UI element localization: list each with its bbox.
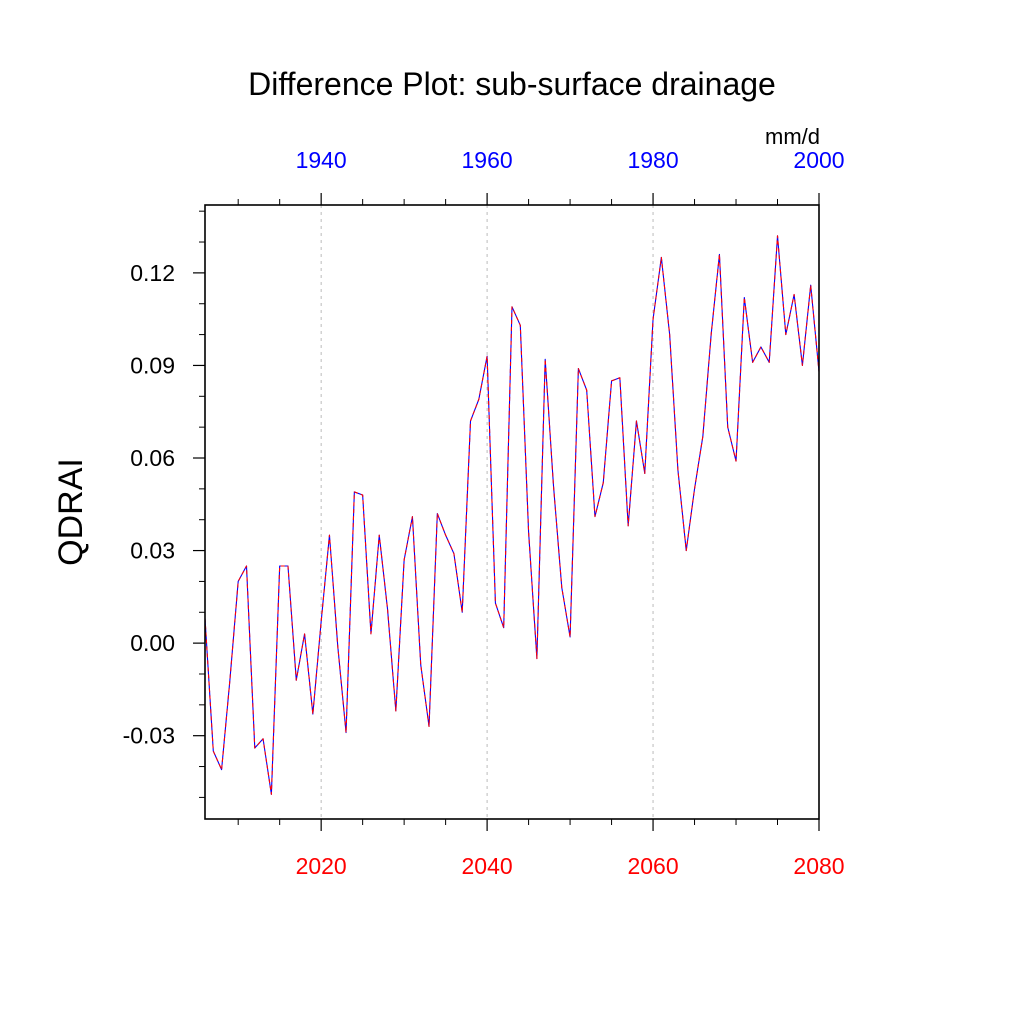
x-top-tick-label: 1980 bbox=[627, 147, 678, 173]
plot-frame bbox=[204, 204, 820, 820]
x-bottom-tick-label: 2020 bbox=[296, 853, 347, 879]
minor-ticks bbox=[199, 199, 779, 825]
y-tick-label: 0.12 bbox=[130, 260, 175, 286]
y-tick-label: 0.00 bbox=[130, 630, 175, 656]
grid-lines bbox=[320, 205, 654, 819]
y-axis-label: QDRAI bbox=[52, 458, 90, 566]
y-tick-label: -0.03 bbox=[123, 723, 175, 749]
series-line-red bbox=[204, 235, 820, 795]
x-bottom-tick-label: 2060 bbox=[627, 853, 678, 879]
major-ticks bbox=[193, 193, 820, 831]
x-bottom-tick-label: 2080 bbox=[793, 853, 844, 879]
x-top-tick-label: 1940 bbox=[296, 147, 347, 173]
chart-title: Difference Plot: sub-surface drainage bbox=[248, 66, 776, 102]
series-group bbox=[204, 235, 820, 795]
tick-labels: -0.03 0.00 0.03 0.06 0.09 0.12 2020 2040 2060 208… bbox=[123, 147, 845, 879]
series-line-blue bbox=[204, 235, 820, 795]
y-tick-label: 0.03 bbox=[130, 538, 175, 564]
units-label: mm/d bbox=[765, 124, 820, 149]
y-tick-label: 0.06 bbox=[130, 445, 175, 471]
x-top-tick-label: 2000 bbox=[793, 147, 844, 173]
y-tick-label: 0.09 bbox=[130, 352, 175, 378]
x-bottom-tick-label: 2040 bbox=[462, 853, 513, 879]
x-top-tick-label: 1960 bbox=[462, 147, 513, 173]
